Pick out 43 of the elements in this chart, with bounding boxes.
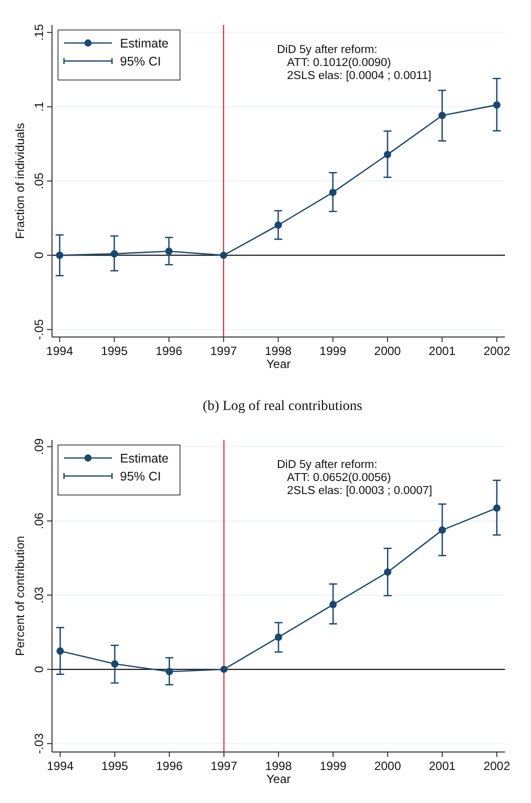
chart-title: (b) Log of real contributions: [202, 399, 362, 414]
y-tick-label: -.03: [32, 732, 46, 754]
legend-label: 95% CI: [120, 54, 161, 68]
x-tick-label: 1995: [100, 344, 128, 358]
y-tick-label: -.05: [32, 318, 46, 340]
y-tick-label: 0: [32, 252, 46, 259]
y-tick-label: .03: [32, 586, 46, 604]
x-tick-label: 1997: [210, 344, 238, 358]
x-tick-label: 1998: [264, 344, 292, 358]
annotation: DiD 5y after reform:: [277, 44, 378, 56]
x-tick-label: 2002: [483, 344, 510, 358]
y-tick-label: .05: [32, 172, 46, 190]
y-tick-label: .1: [32, 101, 46, 112]
y-tick-label: .15: [32, 24, 46, 41]
x-axis-title: Year: [266, 357, 291, 371]
x-tick-label: 2002: [483, 759, 510, 773]
legend-label: Estimate: [120, 452, 169, 466]
legend-label: 95% CI: [120, 470, 161, 484]
x-tick-label: 2001: [428, 759, 456, 773]
y-tick-label: .09: [32, 438, 46, 456]
x-tick-label: 1996: [156, 759, 184, 773]
annotation: ATT: 0.1012(0.0090): [287, 57, 392, 69]
x-tick-label: 1994: [46, 759, 74, 773]
x-tick-label: 1999: [320, 344, 347, 358]
x-tick-label: 2001: [428, 344, 456, 358]
x-tick-label: 1995: [101, 759, 128, 773]
y-tick-label: .06: [32, 512, 46, 530]
legend-label: Estimate: [120, 36, 169, 50]
x-axis-title: Year: [266, 772, 291, 786]
y-axis-title: Fraction of individuals: [13, 122, 27, 240]
y-tick-label: 0: [32, 666, 46, 673]
x-tick-label: 2000: [374, 759, 402, 773]
annotation: ATT: 0.0652(0.0056): [287, 472, 392, 484]
x-tick-label: 1996: [156, 344, 183, 358]
annotation: 2SLS elas: [0.0004 ; 0.0011]: [287, 70, 432, 82]
x-tick-label: 1999: [320, 759, 347, 773]
x-tick-label: 2000: [374, 344, 402, 358]
x-tick-label: 1998: [265, 759, 292, 773]
x-tick-label: 1997: [210, 759, 238, 773]
annotation: DiD 5y after reform:: [277, 459, 378, 471]
y-axis-title: Percent of contribution: [13, 536, 27, 656]
annotation: 2SLS elas: [0.0003 ; 0.0007]: [287, 485, 432, 497]
x-tick-label: 1994: [46, 344, 74, 358]
